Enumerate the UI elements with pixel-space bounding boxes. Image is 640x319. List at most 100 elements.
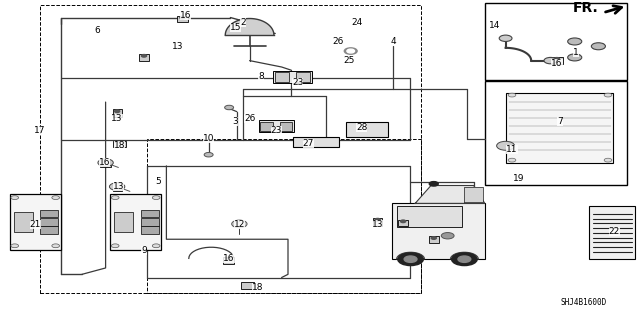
Text: 19: 19 bbox=[513, 174, 524, 183]
Text: 13: 13 bbox=[372, 220, 383, 229]
Text: 16: 16 bbox=[223, 254, 235, 263]
Text: 21: 21 bbox=[29, 220, 41, 229]
Circle shape bbox=[497, 141, 515, 150]
Circle shape bbox=[152, 196, 160, 200]
Text: 23: 23 bbox=[292, 78, 303, 87]
Text: 8: 8 bbox=[259, 72, 264, 81]
Circle shape bbox=[401, 220, 406, 223]
Bar bbox=[280, 122, 292, 131]
Circle shape bbox=[458, 256, 471, 262]
Circle shape bbox=[103, 161, 108, 164]
Circle shape bbox=[344, 48, 357, 54]
Text: 3: 3 bbox=[233, 117, 238, 126]
Bar bbox=[392, 204, 485, 259]
Circle shape bbox=[431, 237, 436, 239]
Text: SHJ4B1600D: SHJ4B1600D bbox=[561, 298, 607, 307]
Circle shape bbox=[52, 244, 60, 248]
Circle shape bbox=[111, 196, 119, 200]
Circle shape bbox=[429, 182, 438, 186]
Text: 1: 1 bbox=[573, 48, 579, 57]
Circle shape bbox=[111, 244, 119, 248]
Circle shape bbox=[591, 43, 605, 50]
Bar bbox=[259, 120, 294, 132]
Circle shape bbox=[568, 54, 582, 61]
Circle shape bbox=[225, 105, 234, 110]
Text: 13: 13 bbox=[111, 114, 123, 122]
Text: 18: 18 bbox=[252, 283, 264, 292]
Text: 24: 24 bbox=[351, 18, 363, 27]
Text: 23: 23 bbox=[271, 126, 282, 135]
Bar bbox=[114, 212, 133, 232]
Circle shape bbox=[52, 196, 60, 200]
Circle shape bbox=[554, 57, 559, 60]
Circle shape bbox=[180, 16, 185, 19]
Bar bbox=[241, 282, 254, 289]
Text: 11: 11 bbox=[506, 145, 518, 154]
Bar bbox=[40, 218, 58, 226]
Circle shape bbox=[232, 220, 247, 228]
Text: 14: 14 bbox=[489, 21, 500, 30]
Bar bbox=[113, 141, 126, 147]
Bar bbox=[10, 194, 61, 249]
Text: 13: 13 bbox=[172, 42, 184, 51]
Bar bbox=[296, 72, 310, 82]
Text: 26: 26 bbox=[244, 114, 255, 122]
Bar bbox=[506, 93, 613, 163]
Text: 12: 12 bbox=[234, 220, 245, 229]
Bar bbox=[113, 183, 122, 191]
Circle shape bbox=[11, 244, 19, 248]
Bar bbox=[223, 257, 234, 264]
Bar bbox=[113, 109, 122, 117]
Circle shape bbox=[544, 57, 557, 64]
Text: 6: 6 bbox=[95, 26, 100, 35]
Polygon shape bbox=[465, 187, 483, 202]
Circle shape bbox=[508, 93, 516, 97]
Bar bbox=[100, 161, 111, 167]
Circle shape bbox=[508, 158, 516, 162]
Text: 10: 10 bbox=[203, 134, 214, 143]
Bar bbox=[40, 226, 58, 234]
Text: 22: 22 bbox=[609, 227, 620, 236]
Text: 16: 16 bbox=[551, 59, 563, 68]
Bar bbox=[398, 220, 408, 226]
Bar bbox=[485, 3, 627, 80]
Text: 13: 13 bbox=[113, 182, 124, 191]
Bar bbox=[110, 194, 161, 249]
Circle shape bbox=[226, 258, 231, 260]
Circle shape bbox=[152, 244, 160, 248]
Circle shape bbox=[204, 152, 213, 157]
Bar bbox=[429, 236, 439, 243]
Text: 9: 9 bbox=[141, 246, 147, 255]
Bar bbox=[589, 206, 635, 259]
Circle shape bbox=[115, 110, 120, 113]
Text: 15: 15 bbox=[230, 23, 241, 32]
Text: 5: 5 bbox=[156, 177, 161, 186]
Text: 16: 16 bbox=[99, 158, 110, 167]
Bar bbox=[13, 212, 33, 232]
Bar bbox=[273, 71, 312, 83]
Bar bbox=[40, 210, 58, 217]
Text: 26: 26 bbox=[332, 37, 344, 46]
Circle shape bbox=[115, 183, 120, 186]
Text: FR.: FR. bbox=[573, 1, 598, 15]
Text: 7: 7 bbox=[557, 117, 563, 126]
Text: 25: 25 bbox=[343, 56, 355, 65]
Text: 18: 18 bbox=[114, 141, 125, 150]
Circle shape bbox=[452, 253, 477, 265]
Polygon shape bbox=[415, 186, 485, 204]
Circle shape bbox=[604, 158, 612, 162]
Polygon shape bbox=[225, 19, 274, 35]
Bar bbox=[177, 16, 188, 22]
Circle shape bbox=[442, 233, 454, 239]
Bar bbox=[293, 137, 339, 147]
Bar bbox=[373, 218, 382, 226]
Bar bbox=[485, 81, 627, 185]
Text: 28: 28 bbox=[356, 123, 367, 132]
Circle shape bbox=[499, 35, 512, 41]
Circle shape bbox=[404, 256, 417, 262]
Bar bbox=[139, 54, 149, 61]
Circle shape bbox=[98, 159, 113, 167]
Bar bbox=[551, 57, 563, 64]
Bar bbox=[141, 226, 159, 234]
Circle shape bbox=[141, 55, 147, 57]
